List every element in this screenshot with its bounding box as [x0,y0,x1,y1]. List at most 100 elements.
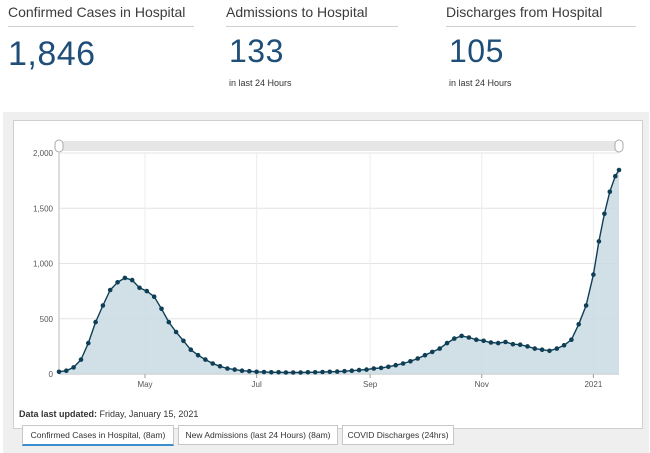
data-point [115,280,120,285]
data-point [327,369,333,375]
data-point [203,357,208,362]
data-point [596,239,602,244]
data-point [607,189,613,194]
navigator-right-handle[interactable] [614,139,624,153]
tab-confirmed-cases[interactable]: Confirmed Cases in Hospital, (8am) [22,425,174,446]
data-point [576,322,581,327]
kpi-admissions: Admissions to Hospital 133 in last 24 Ho… [226,0,398,88]
data-point [613,173,618,179]
data-point [437,346,443,351]
data-point [334,369,340,374]
y-tick-label: 0 [49,370,54,379]
data-point [254,369,259,375]
data-point [393,362,399,368]
data-point [495,340,501,346]
data-point [269,370,274,375]
data-point [466,335,472,340]
data-point [452,336,457,341]
data-point [225,366,230,371]
data-point [320,369,325,375]
data-point [444,340,450,346]
tab-covid-discharges[interactable]: COVID Discharges (24hrs) [342,425,454,445]
data-point [188,347,194,352]
data-point [616,167,622,173]
y-tick-label: 2,000 [33,149,54,158]
kpi-title: Admissions to Hospital [226,0,398,27]
x-tick-label: Jul [252,380,262,389]
data-point [503,339,508,345]
data-point [356,367,362,373]
data-point [210,361,215,366]
data-point [481,338,486,344]
chart-panel: 0 500 1,000 1,500 2,000 May Jul Sep Nov 2021 Data… [3,112,649,453]
data-point [217,364,223,369]
data-point [517,342,523,347]
navigator-left-handle[interactable] [54,139,64,153]
data-point [378,365,384,371]
chart-container: 0 500 1,000 1,500 2,000 May Jul Sep Nov 2021 Data… [13,120,643,429]
kpi-value: 105 [449,33,504,69]
data-point [371,366,377,371]
last-updated: Data last updated: Friday, January 15, 2… [19,409,198,419]
x-tick-label: May [137,380,152,389]
kpi-title: Discharges from Hospital [446,0,636,27]
data-point [247,368,252,374]
data-point [459,333,464,339]
data-point [166,319,172,325]
data-point [422,352,428,358]
data-point [86,340,91,346]
kpi-value: 1,846 [8,35,96,73]
data-point [71,365,76,370]
data-point [602,211,607,217]
hospital-cases-chart[interactable]: 0 500 1,000 1,500 2,000 May Jul Sep Nov 2021 [14,121,642,428]
data-point [342,368,347,374]
data-point [129,277,135,283]
kpi-discharges: Discharges from Hospital 105 in last 24 … [446,0,636,88]
data-point [283,370,289,375]
data-point [488,340,494,345]
data-point [261,369,267,375]
kpi-subtitle: in last 24 Hours [229,78,292,88]
navigator-bar [59,141,619,151]
data-point [510,341,516,347]
data-point [312,370,318,375]
y-tick-label: 1,500 [33,204,54,213]
tab-new-admissions[interactable]: New Admissions (last 24 Hours) (8am) [178,425,338,445]
data-point [408,359,413,364]
data-point [430,349,435,355]
data-point [554,346,560,351]
data-point [547,348,552,354]
data-point [539,347,545,352]
data-point [195,352,201,358]
x-tick-label: 2021 [584,380,602,389]
data-point [159,306,164,312]
y-tick-label: 500 [40,315,54,324]
data-point [525,344,530,349]
x-tick-label: Nov [475,380,489,389]
kpi-title: Confirmed Cases in Hospital [8,0,194,27]
data-point [349,368,355,373]
data-point [151,294,157,299]
data-point [569,337,574,342]
data-point [583,303,589,308]
data-point [239,368,245,373]
data-point [56,369,62,375]
data-point [232,367,237,372]
data-point [144,288,150,294]
data-point [591,272,596,277]
series-area [59,170,619,374]
data-point [137,285,142,291]
data-point [532,346,538,351]
data-point [474,337,479,342]
last-updated-label: Data last updated: [19,409,98,419]
data-point [122,275,128,281]
data-point [181,338,186,344]
data-point [93,319,98,325]
data-point [276,370,281,375]
data-point [64,368,69,373]
data-point [561,343,567,348]
data-point [305,370,311,375]
data-point [415,356,421,361]
kpi-value: 133 [229,33,284,69]
kpi-subtitle: in last 24 Hours [449,78,512,88]
